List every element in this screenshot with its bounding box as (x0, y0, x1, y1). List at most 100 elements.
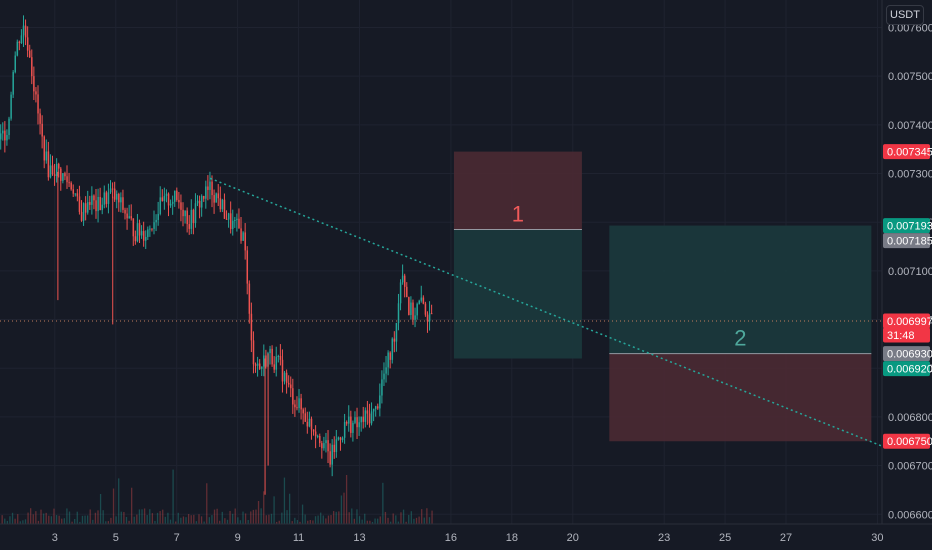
price-tick-label: 0.007500 (888, 71, 932, 83)
candle-body (283, 372, 286, 382)
volume-bar (260, 508, 262, 524)
take-profit-zone (609, 225, 872, 354)
candle-body (161, 197, 164, 201)
candle-body (145, 236, 147, 241)
volume-bar (234, 508, 236, 524)
candle-body (184, 210, 186, 217)
candle-body (41, 123, 43, 137)
candle-body (24, 25, 27, 38)
candle-body (91, 195, 93, 205)
candle-body (337, 437, 340, 440)
candle-body (134, 236, 137, 242)
volume-bar (206, 483, 208, 524)
volume-bar (79, 521, 81, 524)
candle-body (374, 406, 377, 409)
volume-bar (356, 509, 358, 524)
candle-body (213, 195, 215, 203)
volume-bar (351, 508, 353, 524)
candle-body (138, 223, 141, 236)
volume-bar (149, 509, 151, 524)
volume-bar (50, 516, 53, 524)
candle-body (319, 435, 321, 444)
volume-bar (32, 514, 34, 524)
volume-bar (291, 521, 293, 524)
volume-bar (265, 515, 267, 524)
candle-body (155, 219, 157, 223)
candle-body (312, 429, 315, 432)
candle-body (103, 192, 106, 205)
candle-body (308, 418, 311, 427)
candle-body (147, 229, 149, 237)
volume-bar (239, 520, 242, 524)
volume-bar (71, 521, 73, 524)
candle-body (130, 216, 133, 219)
candle-body (345, 422, 348, 424)
volume-bar (195, 521, 198, 524)
volume-bar (377, 518, 379, 524)
candle-body (58, 163, 60, 169)
volume-bar (389, 521, 392, 524)
volume-bar (4, 518, 6, 524)
volume-bar (268, 514, 270, 524)
volume-bar (190, 515, 192, 524)
candle-body (74, 193, 77, 195)
volume-bar (395, 515, 397, 524)
volume-bar (136, 514, 138, 524)
candle-body (126, 213, 128, 219)
candle-body (225, 218, 228, 220)
time-tick-label: 30 (871, 532, 883, 544)
candle-body (35, 91, 37, 95)
volume-bar (27, 512, 29, 524)
volume-bar (273, 496, 275, 524)
volume-bar (397, 521, 400, 524)
position-label: 1 (512, 201, 524, 226)
time-tick-label: 20 (567, 532, 579, 544)
candle-body (281, 359, 284, 382)
candle-body (128, 216, 130, 219)
volume-bar (125, 516, 128, 524)
volume-bar (237, 517, 239, 524)
volume-bar (301, 504, 304, 524)
volume-bar (110, 517, 112, 524)
candle-body (292, 388, 294, 405)
candle-body (68, 182, 70, 184)
volume-bar (120, 511, 122, 524)
candle-body (298, 398, 300, 408)
volume-bar (366, 520, 368, 524)
candle-body (62, 173, 64, 181)
volume-bar (208, 517, 210, 524)
candle-body (215, 193, 217, 203)
candle-body (109, 188, 112, 193)
volume-bar (283, 477, 286, 524)
volume-bar (426, 508, 428, 524)
candle-body (277, 356, 280, 358)
candle-body (331, 444, 333, 465)
candle-body (285, 372, 288, 383)
candle-body (232, 220, 234, 230)
stop-loss-zone (609, 353, 872, 442)
price-tag-label: 0.006997 (887, 316, 932, 328)
candle-body (14, 55, 17, 73)
volume-bar (185, 517, 187, 524)
volume-bar (177, 512, 179, 524)
candle-body (387, 352, 389, 368)
volume-bar (418, 516, 420, 524)
candle-body (316, 435, 319, 437)
price-axis-background (882, 0, 932, 550)
volume-bar (232, 513, 234, 524)
candle-body (254, 364, 257, 366)
candle-body (84, 203, 87, 213)
volume-bar (224, 518, 226, 524)
candle-body (325, 440, 327, 444)
volume-bar (193, 514, 195, 524)
candle-body (39, 113, 41, 124)
volume-bar (327, 515, 330, 524)
currency-selector-button[interactable]: USDT (886, 5, 924, 25)
candle-body (352, 422, 354, 433)
candle-body (153, 222, 155, 229)
candle-body (194, 203, 197, 224)
price-tick-label: 0.007600 (888, 22, 932, 34)
candle-body (2, 130, 4, 134)
candle-body (294, 404, 296, 408)
